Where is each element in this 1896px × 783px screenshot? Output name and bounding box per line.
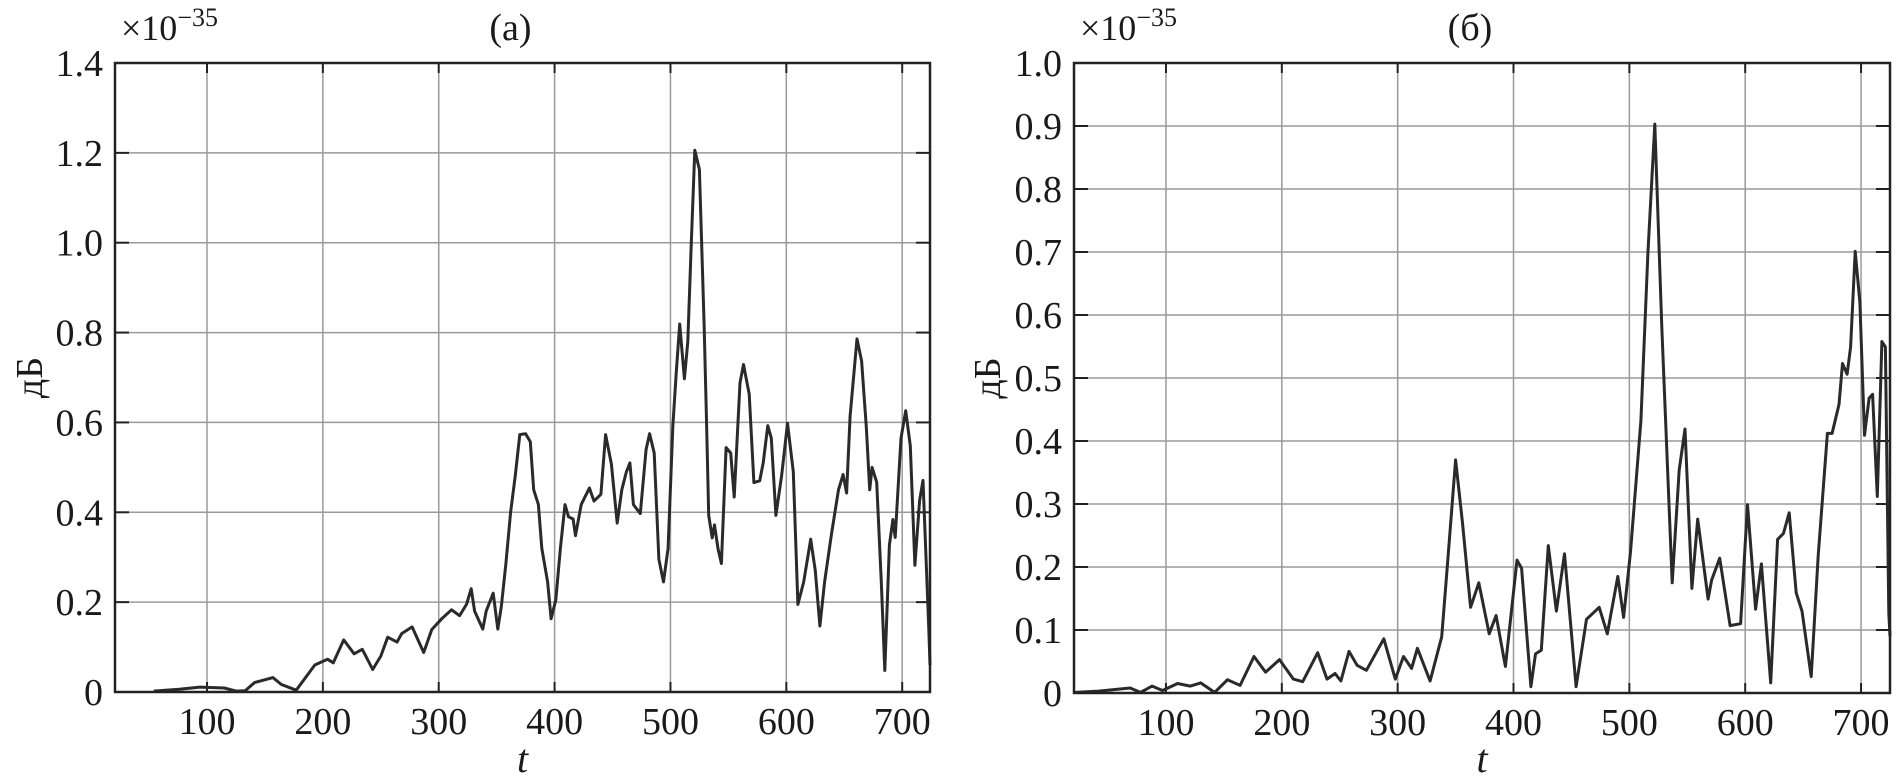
y-tick-label: 1.0: [56, 223, 104, 265]
y-tick-label: 1.4: [56, 43, 104, 85]
y-multiplier-exponent: −35: [1136, 3, 1177, 32]
y-axis-label: дБ: [967, 357, 1009, 398]
x-tick-label: 600: [758, 701, 815, 743]
y-tick-label: 0.2: [56, 582, 104, 624]
x-tick-label: 700: [874, 701, 931, 743]
y-tick-label: 0.6: [1015, 295, 1063, 337]
y-multiplier: ×10−35: [121, 3, 218, 48]
y-axis-label: дБ: [9, 357, 51, 398]
x-tick-label: 400: [1485, 702, 1542, 744]
y-tick-label: 0.1: [1015, 610, 1063, 652]
y-tick-label: 0.6: [56, 402, 104, 444]
y-tick-label: 1.0: [1015, 43, 1063, 85]
y-tick-label: 0.2: [1015, 547, 1063, 589]
y-tick-label: 0.4: [1015, 421, 1063, 463]
data-series-line: [153, 148, 932, 693]
y-tick-label: 0.3: [1015, 484, 1063, 526]
y-tick-label: 0: [1043, 673, 1062, 715]
x-tick-label: 700: [1833, 702, 1890, 744]
chart-title: (а): [489, 7, 531, 49]
x-tick-label: 500: [1601, 702, 1658, 744]
y-multiplier-exponent: −35: [177, 3, 218, 32]
plot-a: 100 200 300 400 500 600 700 0 0.2 0.4 0.6 0.8 1.0 1.2…: [9, 3, 932, 781]
x-axis-label: t: [1476, 736, 1488, 781]
x-tick-label: 400: [526, 701, 583, 743]
x-tick-label: 100: [178, 701, 235, 743]
axes-frame: [113, 61, 932, 694]
y-multiplier-base: ×10: [1080, 8, 1136, 48]
data-series-line: [1074, 122, 1892, 694]
y-tick-label: 0.9: [1015, 106, 1063, 148]
y-multiplier: ×10−35: [1080, 3, 1177, 48]
x-tick-label: 200: [294, 701, 351, 743]
y-tick-label: 0.5: [1015, 358, 1063, 400]
x-tick-label: 200: [1253, 702, 1310, 744]
x-tick-label: 600: [1717, 702, 1774, 744]
y-multiplier-base: ×10: [121, 8, 177, 48]
x-tick-label: 100: [1137, 702, 1194, 744]
y-tick-label: 0: [84, 672, 103, 714]
x-tick-label: 300: [410, 701, 467, 743]
y-tick-label: 0.8: [1015, 169, 1063, 211]
plot-b: 100 200 300 400 500 600 700 0 0.1 0.2 0.3 0.4 0.5 0.6…: [967, 3, 1892, 781]
x-tick-label: 300: [1369, 702, 1426, 744]
x-tick-label: 500: [642, 701, 699, 743]
y-tick-label: 1.2: [56, 133, 104, 175]
y-tick-label: 0.4: [56, 492, 104, 534]
y-tick-label: 0.7: [1015, 232, 1063, 274]
y-tick-label: 0.8: [56, 313, 104, 355]
x-axis-label: t: [517, 736, 529, 781]
chart-title: (б): [1448, 7, 1493, 49]
axes-frame: [1072, 61, 1892, 695]
